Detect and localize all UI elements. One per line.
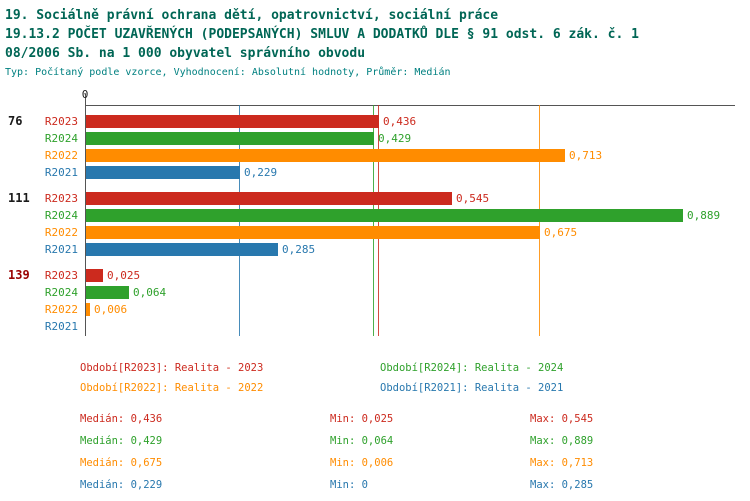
- report-title-line1: 19. Sociálně právní ochrana dětí, opatro…: [5, 8, 499, 23]
- bar-R2022: [86, 303, 90, 316]
- report-header: 19. Sociálně právní ochrana dětí, opatro…: [5, 6, 639, 80]
- stat-max-R2023: Max: 0,545: [530, 413, 594, 425]
- bar-value-label: 0,545: [456, 192, 490, 205]
- bar-R2022: [86, 149, 565, 162]
- stats-table: Medián: 0,436 Min: 0,025 Max: 0,545 Medián:…: [80, 413, 593, 501]
- legend-item-R2023: Období[R2023]: Realita - 2023: [80, 362, 264, 374]
- bar-value-label: 0,713: [569, 149, 603, 162]
- series-label: R2023: [44, 192, 78, 205]
- series-label: R2023: [44, 115, 78, 128]
- bar-value-label: 0,064: [133, 286, 167, 299]
- bar-R2021: [86, 243, 278, 256]
- series-label: R2024: [44, 132, 78, 145]
- stat-median-R2024: Medián: 0,429: [80, 435, 163, 447]
- bar-R2022: [86, 226, 540, 239]
- report-title-line2: 19.13.2 POČET UZAVŘENÝCH (PODEPSANÝCH) S…: [5, 27, 639, 42]
- stat-median-R2021: Medián: 0,229: [80, 479, 163, 491]
- bar-R2023: [86, 192, 452, 205]
- legend-item-R2021: Období[R2021]: Realita - 2021: [380, 382, 564, 394]
- stat-max-R2024: Max: 0,889: [530, 435, 594, 447]
- legend: Období[R2023]: Realita - 2023 Období[R202…: [80, 362, 563, 402]
- stat-median-R2022: Medián: 0,675: [80, 457, 163, 469]
- chart-top-line: [85, 105, 735, 106]
- series-label: R2023: [44, 269, 78, 282]
- report-meta-line: Typ: Počítaný podle vzorce, Vyhodnocení:…: [5, 67, 451, 78]
- bar-value-label: 0,436: [383, 115, 417, 128]
- bar-R2023: [86, 269, 103, 282]
- report-title-line3: 08/2006 Sb. na 1 000 obyvatel správního …: [5, 46, 366, 61]
- category-label: 76: [8, 114, 23, 128]
- bar-value-label: 0,006: [94, 303, 128, 316]
- bar-value-label: 0,025: [107, 269, 141, 282]
- bar-R2024: [86, 286, 129, 299]
- bar-R2024: [86, 209, 683, 222]
- bar-value-label: 0,675: [544, 226, 578, 239]
- bar-R2023: [86, 115, 379, 128]
- category-label: 111: [8, 191, 30, 205]
- series-label: R2021: [44, 166, 78, 179]
- category-label: 139: [8, 268, 30, 282]
- y-axis-line: [85, 94, 86, 336]
- stat-max-R2022: Max: 0,713: [530, 457, 594, 469]
- series-label: R2021: [44, 243, 78, 256]
- stat-min-R2024: Min: 0,064: [330, 435, 394, 447]
- stat-median-R2023: Medián: 0,436: [80, 413, 163, 425]
- series-label: R2022: [44, 303, 78, 316]
- stat-min-R2023: Min: 0,025: [330, 413, 394, 425]
- bar-value-label: 0,889: [687, 209, 721, 222]
- bar-value-label: 0,285: [282, 243, 316, 256]
- bar-value-label: 0,429: [378, 132, 412, 145]
- series-label: R2024: [44, 286, 78, 299]
- x-axis-zero-label: 0: [81, 88, 89, 101]
- legend-item-R2022: Období[R2022]: Realita - 2022: [80, 382, 264, 394]
- bar-R2024: [86, 132, 374, 145]
- bar-value-label: 0,229: [244, 166, 278, 179]
- series-label: R2022: [44, 149, 78, 162]
- legend-item-R2024: Období[R2024]: Realita - 2024: [380, 362, 564, 374]
- stat-min-R2021: Min: 0: [330, 479, 368, 491]
- series-label: R2021: [44, 320, 78, 333]
- stat-max-R2021: Max: 0,285: [530, 479, 594, 491]
- bar-chart: 0 76 R2023 0,436 R2024 0,429 R2022 0,713 R2021 0,…: [0, 88, 750, 350]
- stat-min-R2022: Min: 0,006: [330, 457, 394, 469]
- bar-R2021: [86, 166, 240, 179]
- series-label: R2024: [44, 209, 78, 222]
- series-label: R2022: [44, 226, 78, 239]
